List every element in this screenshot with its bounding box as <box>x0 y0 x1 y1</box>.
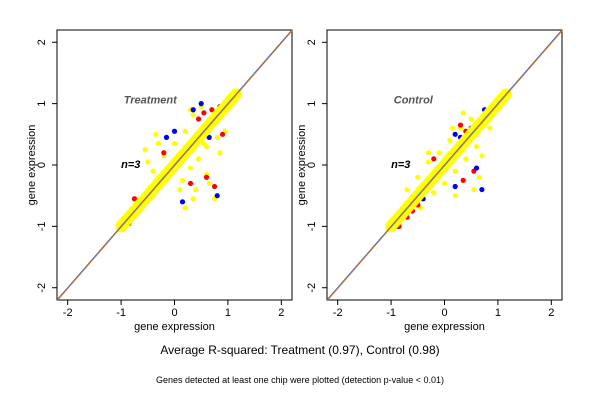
panel-1-series-2-point <box>211 183 218 190</box>
panel-2-series-1-point <box>473 143 480 150</box>
panel-1-series-1-point <box>187 165 194 171</box>
panel-1-series-1-point <box>171 140 178 147</box>
panel-2-series-2-point <box>431 156 437 162</box>
panel-2-series-1-point <box>468 116 474 122</box>
panel-2-series-1-point <box>460 110 466 116</box>
panel-2-series-1-point <box>449 125 456 131</box>
panel-2-y-tick-label: -1 <box>306 221 318 231</box>
panel-1-series-1-point <box>201 140 207 147</box>
panel-1-series-2-point <box>195 116 202 122</box>
panel-1-x-tick-label: 2 <box>278 307 284 319</box>
panel-2-series-2-point <box>460 177 466 183</box>
panel-2-x-tick-label: 0 <box>441 307 447 319</box>
panel-2-series-1-point <box>431 190 437 196</box>
panel-2-series-1-point <box>441 180 448 187</box>
panel-1-y-tick-label: -2 <box>36 283 48 293</box>
panel-2-x-tick-label: -1 <box>386 307 396 319</box>
panel-1-series-2-point <box>209 107 215 113</box>
panel-1-series-1-point <box>182 128 188 134</box>
panel-1-series-3-point <box>163 134 170 140</box>
panel-2-series-1-point <box>487 125 493 131</box>
panel-1-diagonal-line-a <box>56 29 293 301</box>
panel-1-series-3-point <box>190 107 196 113</box>
panel-1-series-1-point <box>193 186 199 193</box>
panel-1-series-2-point <box>203 174 210 180</box>
panel-2-series-1-point <box>452 193 458 199</box>
panel-2-y-tick-label: 2 <box>306 39 318 45</box>
detection-caption: Genes detected at least one chip were pl… <box>156 375 444 385</box>
panel-1-series-1-point <box>195 156 202 162</box>
panel-1-series-1-point <box>217 150 223 156</box>
panel-2-series-1-point <box>479 153 485 159</box>
panel-2-y-tick-label: -2 <box>306 283 318 293</box>
panel-2-series-1-point <box>476 174 482 180</box>
panel-1-series-1-point <box>145 159 151 165</box>
panel-1-y-axis-label: gene expression <box>26 125 38 206</box>
panel-2-x-tick-label: -2 <box>333 307 343 319</box>
panel-1-series-3-point <box>214 193 220 199</box>
panel-1-series-3-point <box>206 134 212 140</box>
panel-1-series-2-point <box>187 180 194 187</box>
panel-1-x-axis-label: gene expression <box>134 321 215 333</box>
panel-1-y-tick-label: 1 <box>36 101 48 107</box>
panel-1-series-2-point <box>201 110 207 116</box>
panel-1-y-tick-label: 2 <box>36 39 48 45</box>
panel-1-x-tick-label: -2 <box>63 307 73 319</box>
panel-1-series-1-point <box>182 205 188 211</box>
panel-1-y-tick-label: 0 <box>36 162 48 168</box>
panel-1-series-1-point <box>142 147 148 153</box>
panel-1-series-1-point <box>190 112 196 118</box>
panel-2-series-2-point <box>457 122 464 128</box>
panel-2-x-tick-label: 1 <box>495 307 501 319</box>
panel-1-series-1-point <box>206 180 212 187</box>
panel-2-diagonal-line-b <box>327 29 564 301</box>
panel-2-series-3-point <box>452 131 458 137</box>
panel-1-series-1-point <box>155 140 162 147</box>
panel-2-x-tick-label: 2 <box>548 307 554 319</box>
panel-2-series-3-point <box>479 186 485 193</box>
r-squared-caption: Average R-squared: Treatment (0.97), Con… <box>160 343 440 357</box>
panel-2-x-axis-label: gene expression <box>404 321 485 333</box>
panel-1-series-1-point <box>179 177 186 183</box>
panel-2-series-3-point <box>473 165 480 171</box>
panel-1-sample-count-label: n=3 <box>121 159 140 171</box>
panel-1-series-1-point <box>150 168 156 174</box>
panel-2-series-1-point <box>463 156 469 162</box>
panel-1-series-1-point <box>153 131 159 137</box>
panel-1-x-tick-label: 1 <box>225 307 231 319</box>
panel-2-diagonal-line-a <box>326 29 563 301</box>
panel-1-diagonal-line-b <box>57 29 294 301</box>
panel-1-series-2-point <box>131 196 138 202</box>
panel-2-series-1-point <box>415 174 421 180</box>
panel-2-series-3-point <box>452 183 458 190</box>
panel-2-sample-count-label: n=3 <box>391 159 410 171</box>
panel-1-series-1-point <box>214 134 220 140</box>
panel-1-series-3-point <box>179 199 186 205</box>
panel-2-series-1-point <box>447 137 453 144</box>
panel-2-series-1-point <box>452 168 458 174</box>
panel-2-series-1-point <box>436 150 442 156</box>
panel-2-y-tick-label: 0 <box>306 162 318 168</box>
panel-1-series-1-point <box>177 186 183 193</box>
panel-2-y-tick-label: 1 <box>306 101 318 107</box>
panel-2-series-1-point <box>425 150 432 156</box>
panel-1-series-2-point <box>161 150 167 156</box>
panel-1-series-2-point <box>219 131 226 137</box>
panel-1-series-3-point <box>171 128 178 134</box>
panel-2-y-axis-label: gene expression <box>296 125 308 206</box>
panel-1-series-1-point <box>190 196 196 202</box>
panel-1-x-tick-label: 0 <box>171 307 177 319</box>
panel-2-series-1-point <box>425 159 432 165</box>
panel-2-series-1-point <box>471 186 477 193</box>
panel-1-x-tick-label: -1 <box>116 307 126 319</box>
panel-2-group-label: Control <box>394 95 434 107</box>
panel-1-series-3-point <box>198 101 204 107</box>
panel-1-group-label: Treatment <box>124 95 178 107</box>
panel-1-y-tick-label: -1 <box>36 221 48 231</box>
panel-2-series-1-point <box>404 186 410 193</box>
